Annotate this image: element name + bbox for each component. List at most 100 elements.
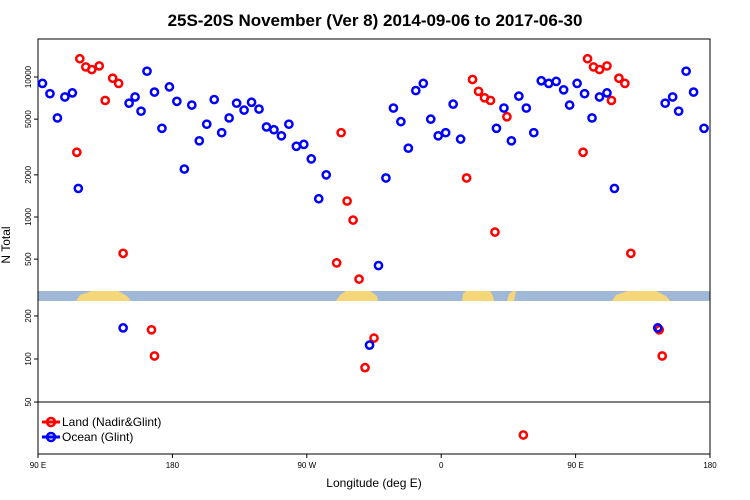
ocean-data-point bbox=[216, 127, 227, 138]
ocean-data-point bbox=[186, 100, 197, 110]
land-data-point bbox=[369, 333, 379, 343]
y-tick-label: 50 bbox=[24, 397, 33, 406]
ocean-data-point bbox=[276, 130, 287, 141]
land-mass-australia-repeat bbox=[612, 291, 670, 301]
map-strip bbox=[38, 291, 710, 301]
land-data-point bbox=[467, 74, 478, 85]
ocean-data-point bbox=[284, 119, 294, 130]
legend: Land (Nadir&Glint) Ocean (Glint) bbox=[42, 415, 161, 444]
ocean-data-point bbox=[381, 173, 391, 183]
ocean-data-point bbox=[609, 183, 620, 194]
ocean-data-point bbox=[254, 104, 264, 114]
ocean-data-point bbox=[528, 127, 539, 138]
x-axis-label: Longitude (deg E) bbox=[326, 476, 421, 490]
ocean-data-point bbox=[403, 143, 414, 154]
ocean-data-point bbox=[201, 119, 212, 130]
land-data-point bbox=[336, 127, 346, 138]
y-tick-label: 500 bbox=[24, 252, 33, 266]
ocean-data-point bbox=[688, 87, 699, 97]
ocean-data-point bbox=[652, 323, 663, 333]
chart-title: 25S-20S November (Ver 8) 2014-09-06 to 2… bbox=[168, 11, 583, 30]
ocean-data-point bbox=[440, 127, 451, 138]
ocean-data-point bbox=[130, 92, 140, 102]
data-points bbox=[37, 53, 709, 440]
land-data-point bbox=[502, 111, 512, 122]
ocean-data-point bbox=[298, 139, 309, 150]
plot-frame bbox=[37, 38, 711, 455]
ocean-data-point bbox=[179, 164, 190, 174]
ocean-data-point bbox=[60, 92, 70, 102]
ocean-data-point bbox=[543, 78, 554, 89]
ocean-data-point bbox=[269, 124, 279, 135]
ocean-data-point bbox=[433, 130, 444, 141]
land-data-point bbox=[473, 86, 484, 97]
land-data-point bbox=[71, 147, 82, 158]
land-mass-chile bbox=[336, 291, 378, 301]
x-axis-ticks: 90 E 180 90 W 0 90 E 180 bbox=[30, 454, 717, 470]
ocean-data-point bbox=[231, 98, 242, 109]
land-data-point bbox=[360, 362, 370, 373]
land-data-point bbox=[626, 248, 636, 259]
land-data-point bbox=[606, 95, 617, 106]
ocean-data-point bbox=[52, 113, 63, 123]
ocean-data-point bbox=[246, 97, 257, 108]
ocean-data-point bbox=[594, 92, 605, 102]
y-tick-label: 200 bbox=[24, 309, 33, 323]
land-data-point bbox=[149, 351, 160, 361]
land-data-point bbox=[461, 173, 472, 183]
ocean-data-point bbox=[67, 88, 78, 98]
ocean-data-point bbox=[564, 100, 575, 110]
land-mass-australia bbox=[76, 291, 131, 301]
land-data-point bbox=[342, 196, 352, 206]
ocean-data-point bbox=[602, 88, 612, 98]
ocean-data-point bbox=[572, 78, 582, 89]
ocean-data-point bbox=[373, 260, 384, 271]
x-tick-label: 180 bbox=[703, 461, 717, 470]
land-data-point bbox=[614, 73, 624, 84]
y-tick-label: 1000 bbox=[24, 208, 33, 226]
ocean-data-point bbox=[321, 170, 332, 180]
land-data-point bbox=[490, 227, 500, 237]
ocean-data-point bbox=[149, 87, 160, 97]
ocean-data-point bbox=[455, 134, 466, 144]
y-axis-label: N Total bbox=[0, 226, 13, 263]
ocean-data-point bbox=[425, 114, 436, 124]
legend-land-marker bbox=[45, 416, 57, 428]
ocean-data-point bbox=[194, 135, 205, 146]
ocean-data-point bbox=[157, 123, 167, 134]
ocean-data-point bbox=[536, 75, 547, 86]
x-tick-label: 0 bbox=[439, 461, 444, 470]
ocean-data-point bbox=[172, 96, 182, 107]
legend-ocean-label: Ocean (Glint) bbox=[62, 430, 133, 444]
ocean-data-point bbox=[396, 116, 406, 127]
ocean-data-point bbox=[699, 123, 709, 134]
ocean-data-point bbox=[660, 98, 671, 109]
ocean-data-point bbox=[164, 82, 175, 92]
ocean-data-point bbox=[73, 183, 84, 194]
ocean-data-point bbox=[37, 78, 48, 89]
ocean-data-point bbox=[313, 193, 324, 204]
ocean-data-point bbox=[306, 154, 317, 164]
land-data-point bbox=[518, 430, 529, 440]
land-data-point bbox=[113, 78, 124, 89]
ocean-data-point bbox=[587, 113, 597, 123]
ocean-data-point bbox=[136, 106, 146, 117]
legend-ocean-marker bbox=[45, 431, 57, 443]
ocean-data-point bbox=[142, 66, 152, 77]
ocean-data-point bbox=[291, 141, 302, 152]
land-data-point bbox=[620, 78, 630, 89]
ocean-data-point bbox=[410, 85, 421, 96]
x-tick-label: 90 E bbox=[30, 461, 46, 470]
ocean-data-point bbox=[388, 103, 399, 113]
y-tick-label: 2000 bbox=[24, 165, 33, 183]
ocean-data-point bbox=[224, 113, 234, 123]
x-tick-label: 90 E bbox=[567, 461, 583, 470]
ocean-data-point bbox=[45, 88, 55, 99]
ocean-data-point bbox=[681, 66, 691, 77]
land-data-point bbox=[354, 274, 364, 284]
land-data-point bbox=[86, 64, 97, 75]
ocean-data-point bbox=[118, 323, 128, 333]
ocean-data-point bbox=[448, 99, 458, 109]
ocean-data-point bbox=[506, 135, 517, 146]
